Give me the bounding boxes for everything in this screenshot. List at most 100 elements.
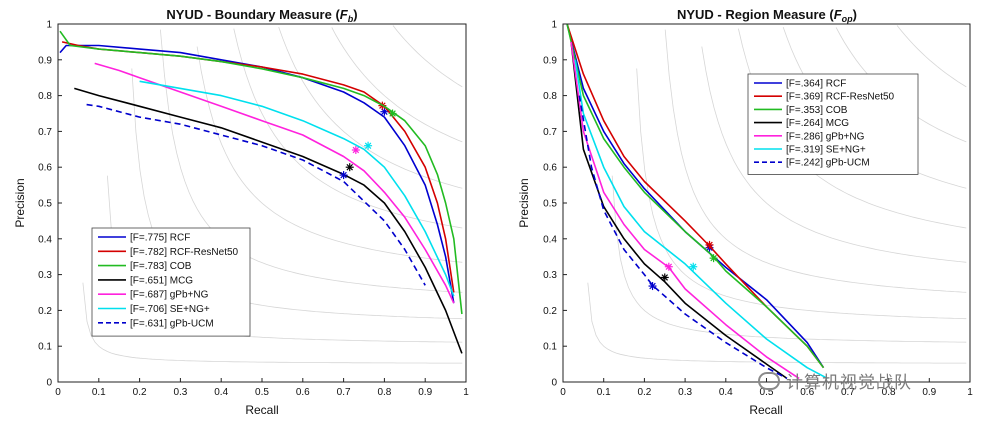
optimal-point-marker — [664, 262, 673, 271]
legend: [F=.364] RCF [F=.369] RCF-ResNet50 [F=.353… — [747, 73, 919, 175]
x-tick-label: 1 — [463, 387, 469, 398]
x-tick-label: 0.1 — [597, 387, 611, 398]
y-axis-label: Precision — [13, 178, 27, 227]
optimal-point-marker — [660, 273, 669, 282]
y-tick-label: 0.9 — [38, 55, 52, 66]
optimal-point-marker — [364, 141, 373, 150]
iso-f-curve — [664, 29, 967, 293]
legend-entry: [F=.264] MCG — [786, 118, 849, 129]
x-axis-label: Recall — [749, 403, 782, 417]
y-tick-label: 0.3 — [543, 270, 557, 281]
optimal-point-marker — [648, 282, 657, 291]
optimal-point-marker — [709, 254, 718, 263]
y-tick-label: 0.1 — [38, 342, 52, 353]
y-tick-label: 0.4 — [38, 234, 52, 245]
iso-f-curve — [392, 25, 463, 88]
legend-entry: [F=.687] gPb+NG — [130, 290, 209, 301]
series-line — [74, 87, 463, 354]
x-tick-label: 0.2 — [637, 387, 651, 398]
y-tick-label: 0 — [551, 378, 557, 389]
watermark: 计算机视觉战队 — [758, 368, 912, 393]
y-tick-label: 0.7 — [38, 127, 52, 138]
x-axis-label: Recall — [245, 403, 278, 417]
y-tick-label: 0.4 — [543, 234, 557, 245]
chart-region: NYUD - Region Measure (Fop) 000.10.10.20… — [517, 7, 973, 417]
axis-ticks: 00 0.1 0.1 0.2 0.2 0.3 0.3 0.4 0.4 0.5 0.5 0.6 0.6 0.… — [543, 20, 973, 399]
y-tick-label: 0.6 — [38, 163, 52, 174]
series-line — [570, 41, 788, 380]
x-tick-label: 0.8 — [882, 387, 896, 398]
y-tick-label: 0.6 — [543, 163, 557, 174]
series-line — [578, 95, 788, 380]
chart-title: NYUD - Boundary Measure (Fb) — [166, 7, 357, 24]
legend-entry: [F=.651] MCG — [130, 275, 193, 286]
series-group — [59, 30, 463, 354]
y-tick-label: 0.2 — [38, 306, 52, 317]
legend-entry: [F=.775] RCF — [130, 233, 190, 244]
x-tick-label: 0.8 — [377, 387, 391, 398]
legend: [F=.775] RCF [F=.782] RCF-ResNet50 [F=.783… — [91, 227, 251, 337]
legend-entry: [F=.353] COB — [786, 105, 848, 116]
x-tick-label: 0.5 — [760, 387, 774, 398]
x-tick-label: 0.5 — [255, 387, 269, 398]
x-tick-label: 0.3 — [678, 387, 692, 398]
y-tick-label: 0.8 — [543, 91, 557, 102]
iso-f-curve — [896, 25, 967, 88]
y-tick-label: 0.2 — [543, 306, 557, 317]
x-tick-label: 0.7 — [841, 387, 855, 398]
series-group — [566, 23, 828, 380]
optimal-point-marker — [345, 163, 354, 172]
x-tick-label: 0.6 — [296, 387, 310, 398]
iso-f-curve — [701, 46, 967, 263]
series-line — [566, 23, 825, 369]
x-tick-label: 0.1 — [92, 387, 106, 398]
y-tick-label: 0.5 — [543, 199, 557, 210]
iso-f-curve — [587, 282, 967, 364]
legend-entry: [F=.369] RCF-ResNet50 — [786, 92, 895, 103]
legend-box — [91, 227, 251, 337]
y-tick-label: 1 — [551, 20, 557, 31]
y-tick-label: 0.7 — [543, 127, 557, 138]
optimal-point-marker — [339, 171, 348, 180]
y-tick-label: 0.3 — [38, 270, 52, 281]
y-axis-label: Precision — [517, 178, 531, 227]
series-line — [139, 80, 455, 297]
wechat-icon — [758, 372, 780, 390]
chart-boundary: NYUD - Boundary Measure (Fb) 00 0.1 0.1 0.2… — [13, 7, 469, 417]
series-line — [94, 62, 455, 304]
y-tick-label: 1 — [46, 20, 52, 31]
iso-f-curve — [331, 27, 463, 143]
series-line — [86, 103, 426, 286]
series-line — [59, 30, 463, 315]
iso-f-curve — [278, 26, 463, 189]
chart-title: NYUD - Region Measure (Fop) — [677, 7, 857, 24]
x-tick-label: 0.9 — [922, 387, 936, 398]
legend-entry: [F=.242] gPb-UCM — [786, 158, 870, 169]
axis-ticks: 00 0.1 0.1 0.2 0.2 0.3 0.3 0.4 0.4 0.5 0.5 0.6 0.6 0.… — [38, 20, 469, 399]
watermark-text: 计算机视觉战队 — [786, 373, 912, 393]
iso-f-curve — [82, 282, 463, 364]
legend-entry: [F=.706] SE+NG+ — [130, 304, 210, 315]
legend-entry: [F=.319] SE+NG+ — [786, 145, 866, 156]
optimal-point-marker — [705, 240, 714, 249]
x-tick-label: 0 — [55, 387, 61, 398]
x-tick-label: 0.6 — [800, 387, 814, 398]
optimal-point-marker — [388, 109, 397, 118]
optimal-point-marker — [351, 146, 360, 155]
y-tick-label: 0 — [46, 378, 52, 389]
y-tick-label: 0.8 — [38, 91, 52, 102]
x-tick-label: 1 — [967, 387, 973, 398]
y-tick-label: 0.9 — [543, 55, 557, 66]
x-tick-label: 0.3 — [173, 387, 187, 398]
legend-entry: [F=.631] gPb-UCM — [130, 318, 214, 329]
x-tick-label: 0.7 — [337, 387, 351, 398]
y-tick-label: 0.5 — [38, 199, 52, 210]
legend-entry: [F=.286] gPb+NG — [786, 131, 865, 142]
iso-f-curve — [636, 68, 967, 320]
y-tick-label: 0.1 — [543, 342, 557, 353]
legend-entry: [F=.782] RCF-ResNet50 — [130, 247, 239, 258]
iso-f-curve — [196, 46, 463, 263]
iso-f-curve — [233, 28, 463, 229]
x-tick-label: 0.2 — [133, 387, 147, 398]
